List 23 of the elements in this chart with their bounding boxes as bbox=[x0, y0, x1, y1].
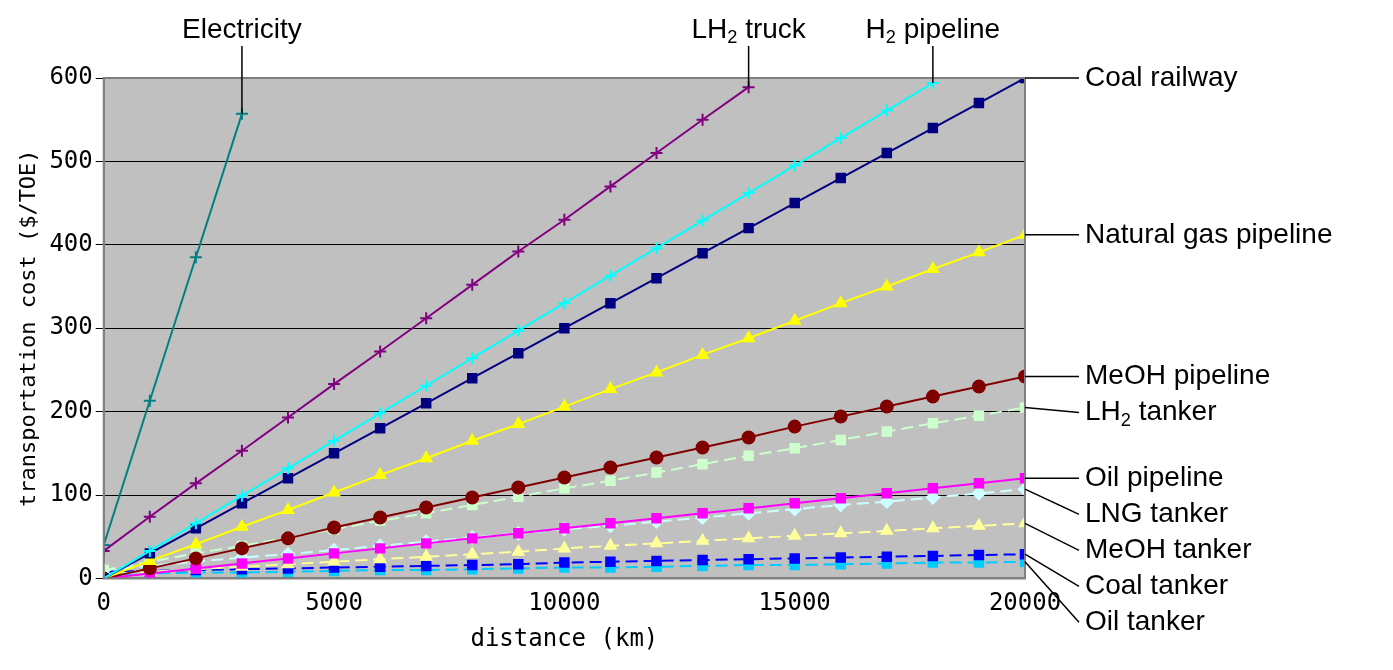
x-tick-label: 15000 bbox=[758, 588, 831, 617]
y-tick-label: 100 bbox=[49, 479, 93, 508]
x-tick-label: 20000 bbox=[988, 588, 1062, 617]
y-tick-label: 0 bbox=[78, 562, 93, 591]
series-label: LNG tanker bbox=[1085, 497, 1229, 529]
y-tick-label: 200 bbox=[49, 395, 93, 424]
series-label: Natural gas pipeline bbox=[1085, 217, 1333, 249]
y-tick-label: 400 bbox=[49, 229, 93, 258]
x-tick-label: 5000 bbox=[305, 588, 363, 617]
series-label: MeOH tanker bbox=[1085, 533, 1252, 565]
text: Electricity bbox=[182, 12, 302, 44]
x-axis-title: distance (km) bbox=[470, 623, 659, 652]
series-label: MeOH pipeline bbox=[1085, 359, 1271, 391]
series-label: Oil pipeline bbox=[1085, 461, 1224, 493]
x-tick-label: 10000 bbox=[528, 588, 601, 617]
text: Coal tanker bbox=[1085, 569, 1229, 601]
y-tick-label: 500 bbox=[49, 145, 93, 174]
y-axis-title: transportation cost ($/TOE) bbox=[14, 149, 40, 508]
y-tick-label: 600 bbox=[49, 62, 93, 91]
y-tick-label: 300 bbox=[49, 312, 93, 341]
text: Oil tanker bbox=[1085, 605, 1205, 637]
x-tick-label: 0 bbox=[96, 588, 111, 617]
series-label: Coal railway bbox=[1085, 60, 1238, 92]
